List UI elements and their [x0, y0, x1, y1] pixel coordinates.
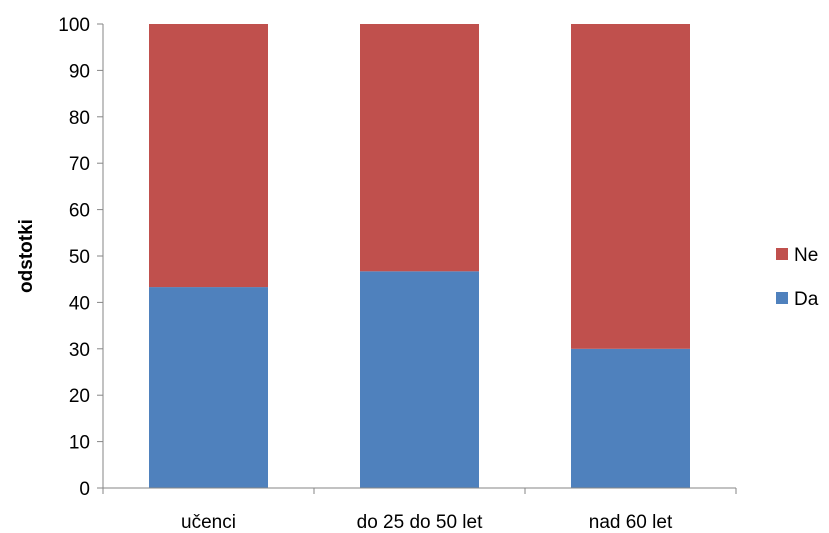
legend-label-da: Da — [794, 289, 819, 310]
bar-da-2 — [360, 271, 479, 488]
bar-da-3 — [571, 348, 690, 488]
bar-ne-1 — [149, 24, 268, 288]
legend-swatch-da — [776, 292, 788, 304]
legend-label-ne: Ne — [794, 245, 818, 266]
bars-group — [149, 24, 690, 488]
x-category-label: nad 60 let — [589, 512, 673, 533]
x-labels-group: učenci do 25 do 50 let nad 60 let — [102, 488, 737, 533]
y-tick-label: 20 — [69, 386, 90, 407]
y-tick-label: 50 — [69, 247, 90, 268]
y-axis-title: odstotki — [16, 219, 37, 293]
legend-swatch-ne — [776, 248, 788, 260]
y-ticks-group: 0 10 20 30 40 50 60 70 80 90 100 — [58, 15, 103, 500]
y-tick-label: 80 — [69, 108, 90, 129]
y-tick-label: 40 — [69, 293, 90, 314]
y-tick-label: 100 — [58, 15, 90, 36]
x-category-label: do 25 do 50 let — [357, 512, 483, 533]
bar-da-1 — [149, 287, 268, 488]
y-tick-label: 60 — [69, 201, 90, 222]
legend: Ne Da — [776, 245, 819, 310]
y-tick-label: 90 — [69, 61, 90, 82]
y-tick-label: 0 — [79, 479, 90, 500]
y-tick-label: 10 — [69, 433, 90, 454]
y-tick-label: 30 — [69, 340, 90, 361]
bar-ne-3 — [571, 24, 690, 349]
bar-ne-2 — [360, 24, 479, 272]
y-tick-label: 70 — [69, 154, 90, 175]
x-category-label: učenci — [181, 512, 236, 533]
